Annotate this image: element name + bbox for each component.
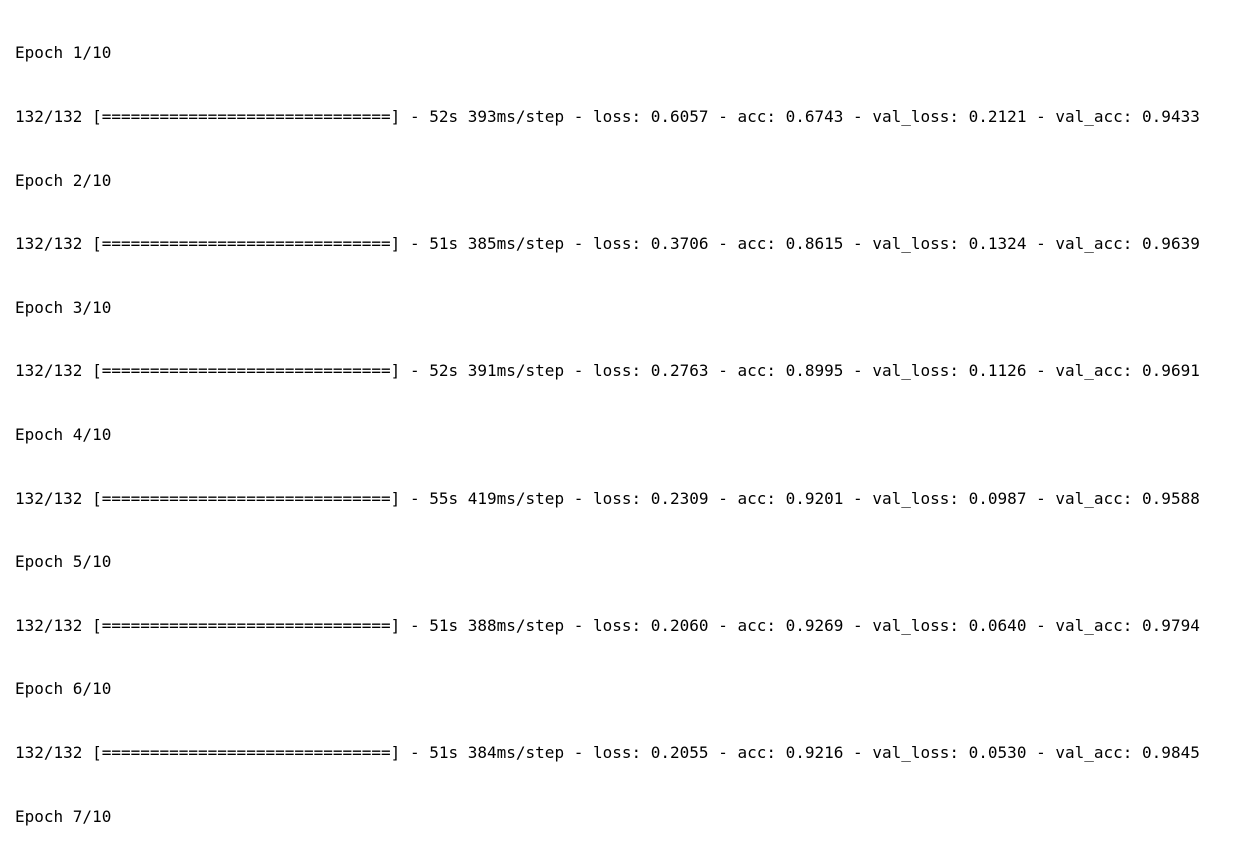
epoch-result-3: 132/132 [==============================]… xyxy=(15,361,1200,381)
epoch-result-6: 132/132 [==============================]… xyxy=(15,742,1200,762)
epoch-header-3: Epoch 3/10 xyxy=(15,297,112,317)
epoch-result-5: 132/132 [==============================]… xyxy=(15,615,1200,635)
epoch-header-7: Epoch 7/10 xyxy=(15,806,112,826)
epoch-result-2: 132/132 [==============================]… xyxy=(15,234,1200,254)
epoch-header-5: Epoch 5/10 xyxy=(15,552,112,572)
epoch-header-1: Epoch 1/10 xyxy=(15,43,112,63)
epoch-header-6: Epoch 6/10 xyxy=(15,679,112,699)
epoch-result-4: 132/132 [==============================]… xyxy=(15,488,1200,508)
epoch-header-4: Epoch 4/10 xyxy=(15,424,112,444)
training-log-output: Epoch 1/10 132/132 [====================… xyxy=(15,43,1200,826)
epoch-result-1: 132/132 [==============================]… xyxy=(15,107,1200,126)
epoch-header-2: Epoch 2/10 xyxy=(15,170,112,190)
